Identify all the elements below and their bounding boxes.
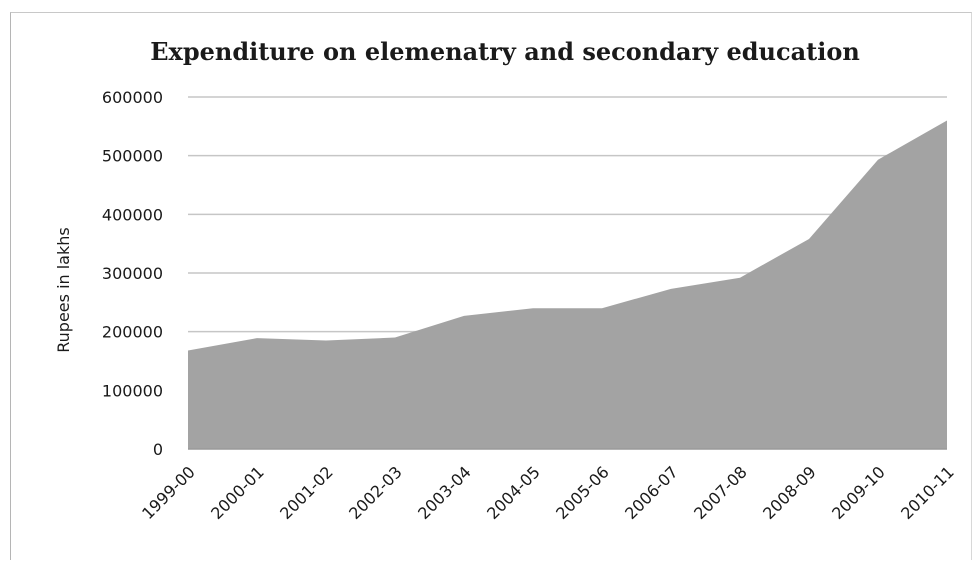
x-tick-label: 2003-04 (414, 462, 475, 523)
y-tick-label: 500000 (102, 147, 163, 166)
x-tick-label: 1999-00 (138, 462, 199, 523)
chart-title: Expenditure on elemenatry and secondary … (150, 37, 860, 66)
x-tick-label: 2004-05 (483, 462, 544, 523)
y-tick-label: 100000 (102, 381, 163, 400)
x-tick-label: 2009-10 (828, 462, 889, 523)
y-tick-label: 300000 (102, 264, 163, 283)
y-tick-label: 200000 (102, 323, 163, 342)
y-tick-label: 400000 (102, 205, 163, 224)
x-tick-label: 2007-08 (690, 462, 751, 523)
area-chart: Expenditure on elemenatry and secondary … (54, 37, 958, 523)
x-tick-label: 2010-11 (897, 462, 958, 523)
chart-frame: Expenditure on elemenatry and secondary … (10, 12, 972, 560)
x-tick-label: 2005-06 (552, 462, 613, 523)
x-tick-label: 2002-03 (345, 462, 406, 523)
x-tick-label: 2006-07 (621, 462, 682, 523)
y-tick-label: 0 (153, 440, 163, 459)
y-axis-label: Rupees in lakhs (54, 227, 73, 352)
y-axis-ticks: 0 100000 200000 300000 400000 500000 600000 (102, 88, 163, 459)
x-tick-label: 2000-01 (207, 462, 268, 523)
x-axis-ticks: 1999-00 2000-01 2001-02 2002-03 2003-04 2004-… (138, 462, 958, 523)
x-tick-label: 2008-09 (759, 462, 820, 523)
expenditure-area (188, 120, 947, 449)
x-tick-label: 2001-02 (276, 462, 337, 523)
y-tick-label: 600000 (102, 88, 163, 107)
